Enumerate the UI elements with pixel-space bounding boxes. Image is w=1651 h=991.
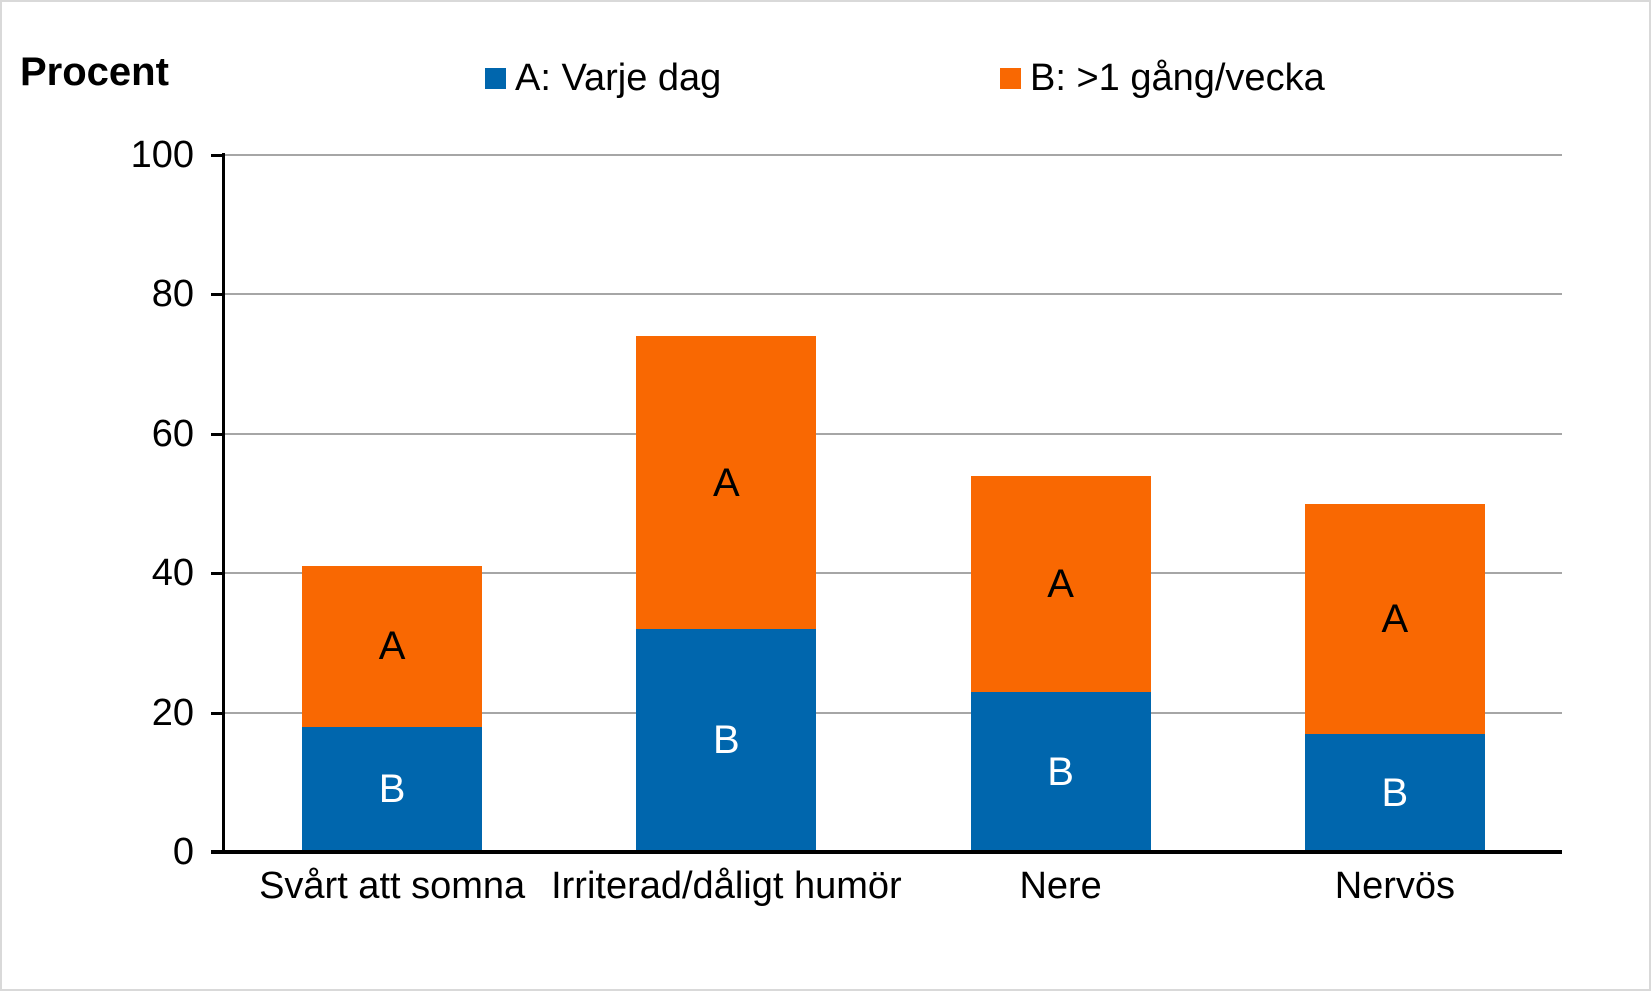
bar-segment-label: A bbox=[713, 460, 740, 505]
y-tick-label: 20 bbox=[151, 691, 194, 734]
legend-label: B: >1 gång/vecka bbox=[1030, 57, 1325, 99]
bar-segment-label: B bbox=[713, 718, 740, 763]
bar-segment-bottom: B bbox=[636, 628, 817, 852]
bar-segment-label: B bbox=[378, 767, 406, 812]
y-tick-mark bbox=[211, 432, 225, 436]
y-tick-mark bbox=[211, 293, 225, 297]
bar-segment-label: A bbox=[1047, 561, 1074, 606]
legend-entry: B: >1 gång/vecka bbox=[1000, 57, 1325, 99]
bar-segment-top: A bbox=[1304, 503, 1485, 734]
legend-entry: A: Varje dag bbox=[485, 57, 721, 99]
y-tick-label: 40 bbox=[151, 552, 194, 595]
bar-segment-label: A bbox=[1381, 596, 1409, 641]
legend-swatch-icon bbox=[485, 67, 506, 89]
legend-label: A: Varje dag bbox=[515, 57, 722, 99]
x-category-label: Svårt att somna bbox=[259, 865, 526, 907]
y-gridline bbox=[225, 154, 1562, 156]
y-tick-mark bbox=[211, 572, 225, 576]
y-axis-line bbox=[222, 153, 225, 854]
y-tick-label: 80 bbox=[151, 273, 194, 316]
x-category-label: Nere bbox=[1019, 865, 1102, 907]
bar-segment-top: A bbox=[302, 566, 483, 727]
y-gridline bbox=[225, 572, 1562, 575]
bar-segment-label: B bbox=[1047, 749, 1074, 794]
y-gridline bbox=[225, 432, 1562, 435]
x-category-label: Nervös bbox=[1334, 865, 1456, 907]
bar-segment-bottom: B bbox=[970, 691, 1151, 852]
y-gridline bbox=[225, 711, 1562, 714]
bar-segment-label: A bbox=[378, 624, 406, 669]
y-tick-label: 60 bbox=[151, 412, 194, 455]
y-tick-label: 0 bbox=[172, 831, 194, 873]
x-axis-line bbox=[211, 850, 1562, 854]
y-tick-mark bbox=[211, 711, 225, 715]
axis-title: Procent bbox=[20, 50, 169, 94]
bar-segment-bottom: B bbox=[302, 726, 483, 852]
bar-segment-top: A bbox=[636, 336, 817, 629]
bar-segment-top: A bbox=[970, 475, 1151, 692]
bar-segment-label: B bbox=[1381, 770, 1409, 815]
y-tick-label: 100 bbox=[130, 134, 194, 176]
x-category-label: Irriterad/dåligt humör bbox=[551, 865, 902, 907]
y-tick-mark bbox=[211, 154, 225, 157]
y-gridline bbox=[225, 293, 1562, 296]
bar-segment-bottom: B bbox=[1304, 733, 1485, 852]
legend-swatch-icon bbox=[1000, 67, 1021, 89]
